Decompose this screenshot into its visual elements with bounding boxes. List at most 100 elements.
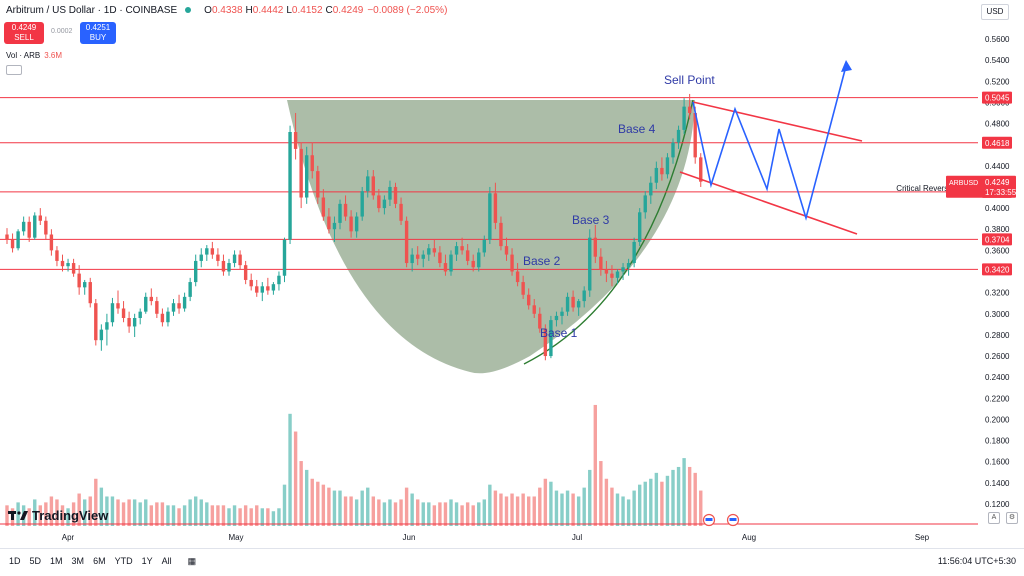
candle-body [438,252,442,264]
auto-scale-button[interactable]: A [988,512,1000,524]
price-tick-label: 0.2400 [985,373,1010,382]
current-price-tag [946,175,1016,198]
candle-body [227,263,231,272]
candle-body [99,329,104,341]
candle-body [60,260,65,267]
level-price-tag [982,233,1012,246]
high-label: H [245,4,253,16]
candle-body [44,220,48,235]
collapse-legend-button[interactable] [6,65,22,75]
candle-body [316,171,320,198]
candle-body [377,195,381,209]
volume-bar [38,505,42,526]
candle-body [499,222,503,247]
volume-bar [188,499,192,526]
date-range-icon[interactable]: ▦ [187,555,197,566]
volume-bar [44,502,48,526]
candle-body [199,254,203,261]
channel-lower-line [679,171,858,235]
economic-event-icon-flag [705,518,713,521]
volume-bar [5,505,9,526]
buy-price: 0.4251 [85,23,111,32]
volume-bar [427,502,431,526]
volume-bar [465,502,470,526]
volume-bar [27,508,31,526]
utc-clock[interactable]: 11:56:04 UTC+5:30 [937,556,1016,566]
candle-body [538,313,542,329]
volume-bar [144,499,148,526]
candle-body [138,311,142,318]
currency-button[interactable]: USD [981,4,1009,20]
volume-bar [615,493,620,526]
time-tick-label: Jul [572,533,582,542]
volume-bar [543,478,548,526]
candle-body [671,142,675,158]
volume-bar [293,431,298,526]
symbol-title[interactable]: Arbitrum / US Dollar · 1D · COINBASE [6,4,178,16]
candle-body [660,167,664,175]
range-5d[interactable]: 5D [29,556,42,566]
candle-body [532,305,536,314]
volume-bar [33,499,37,526]
range-1m[interactable]: 1M [50,556,63,566]
candle-body [699,157,703,182]
pattern-annotation: Base 3 [572,213,610,227]
chart-canvas[interactable]: 0.56000.54000.52000.50000.48000.46000.44… [0,0,1024,548]
candle-body [527,294,531,306]
volume-bar [493,490,498,526]
pattern-annotation: Base 1 [540,326,578,340]
close-value: 0.4249 [332,4,364,16]
candle-body [477,252,481,268]
candle-body [105,322,109,330]
volume-bar [660,481,664,526]
settings-icon[interactable]: ⚙ [1006,512,1018,524]
volume-bar [538,487,542,526]
volume-bar [377,499,381,526]
candle-body [676,129,681,143]
current-price-label: 0.4249 [985,178,1010,187]
candle-body [94,303,98,341]
tradingview-logo: TradingView [8,508,108,523]
level-price-label: 0.4618 [985,139,1010,148]
candle-body [443,263,448,272]
range-ytd[interactable]: YTD [114,556,133,566]
range-3m[interactable]: 3M [71,556,85,566]
buy-button[interactable]: 0.4251 BUY [80,22,116,44]
candle-body [277,275,281,285]
volume-bar [576,496,581,526]
candle-body [127,318,131,327]
pattern-annotation: Sell Point [664,73,715,87]
projected-path-line [692,65,847,221]
volume-bar [94,478,98,526]
volume-bar [49,496,54,526]
volume-bar [665,475,670,526]
candle-body [354,216,359,232]
candle-body [510,254,514,272]
volume-bar [266,508,270,526]
candle-body [360,191,364,217]
candle-body [149,296,153,302]
candle-body [693,112,697,158]
sell-button[interactable]: 0.4249 SELL [4,22,44,44]
open-label: O [204,4,212,16]
volume-bar [60,505,65,526]
range-6m[interactable]: 6M [93,556,106,566]
range-1d[interactable]: 1D [9,556,21,566]
candle-body [71,263,76,274]
volume-bar [110,496,115,526]
volume-bar [421,502,425,526]
level-price-label: 0.3704 [985,235,1010,244]
volume-bar [177,508,181,526]
market-status-dot [185,7,192,13]
range-all[interactable]: All [161,556,172,566]
price-tick-label: 0.1200 [985,500,1010,509]
candle-body [549,320,553,357]
volume-bar [255,505,259,526]
range-1y[interactable]: 1Y [141,556,153,566]
volume-bar [588,469,592,526]
candle-body [615,271,620,278]
candle-body [216,254,220,261]
candle-body [482,239,486,253]
volume-bar [482,499,486,526]
candle-body [682,106,686,130]
